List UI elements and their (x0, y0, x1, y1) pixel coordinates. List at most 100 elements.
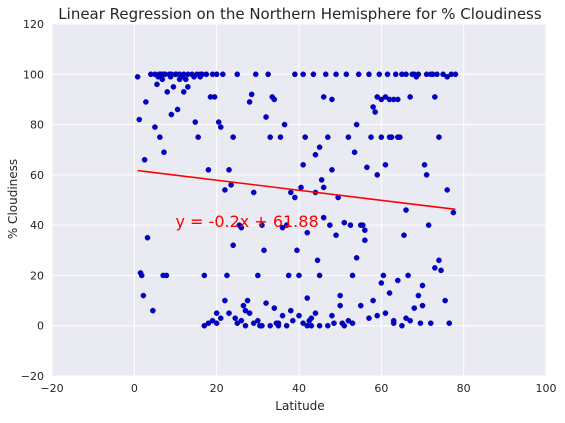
data-point (442, 297, 448, 304)
data-point (392, 71, 399, 78)
data-point (246, 99, 253, 105)
data-point (159, 76, 166, 83)
data-point (423, 172, 430, 178)
chart-title: Linear Regression on the Northern Hemisp… (58, 5, 542, 23)
data-point (222, 297, 228, 304)
data-point (378, 280, 385, 286)
data-point (267, 134, 273, 140)
data-point (351, 149, 358, 156)
data-point (438, 267, 444, 274)
data-point (168, 71, 175, 78)
data-point (355, 71, 362, 78)
data-point (444, 187, 451, 193)
data-point (417, 320, 424, 327)
data-point (318, 177, 325, 183)
data-point (343, 71, 350, 78)
data-point (232, 315, 238, 321)
data-point (230, 242, 236, 249)
data-point (325, 134, 331, 140)
data-point (283, 222, 290, 228)
data-point (161, 149, 167, 156)
data-point (407, 317, 413, 324)
data-point (394, 277, 401, 284)
data-point (415, 71, 422, 78)
data-point (150, 307, 156, 314)
data-point (185, 71, 191, 78)
data-point (163, 272, 170, 279)
data-point (275, 320, 282, 327)
data-point (157, 134, 163, 140)
data-point (320, 184, 327, 191)
data-point (296, 312, 302, 319)
data-point (436, 257, 442, 264)
data-point (366, 315, 372, 321)
x-tick-labels: −20 0 20 40 60 80 100 (40, 382, 556, 395)
data-point (333, 232, 339, 238)
data-point (205, 320, 212, 327)
data-point (403, 71, 409, 78)
data-point (250, 320, 257, 327)
data-point (432, 265, 438, 271)
data-point (261, 247, 267, 254)
data-point (201, 272, 208, 279)
data-point (300, 71, 306, 78)
data-point (360, 222, 366, 228)
data-point (143, 99, 149, 105)
y-tick-label: 100 (23, 68, 44, 81)
data-point (290, 317, 296, 324)
data-point (331, 320, 337, 327)
data-point (176, 76, 183, 83)
data-point (244, 297, 251, 304)
data-point (240, 302, 247, 309)
data-point (390, 320, 397, 327)
data-point (250, 189, 257, 196)
data-point (327, 222, 333, 228)
data-point (144, 234, 151, 241)
data-point (436, 134, 442, 140)
data-point (388, 134, 395, 140)
data-point (382, 310, 389, 316)
x-tick-label: 80 (457, 382, 471, 395)
data-point (357, 302, 364, 309)
data-point (366, 71, 372, 78)
data-point (242, 322, 249, 329)
data-point (337, 292, 343, 299)
data-point (222, 187, 228, 193)
data-point (182, 76, 189, 83)
data-point (226, 167, 232, 173)
data-point (211, 94, 218, 100)
data-point (213, 71, 220, 78)
data-point (386, 290, 393, 296)
data-point (192, 119, 199, 125)
data-point (213, 310, 220, 316)
data-point (292, 194, 298, 201)
data-point (403, 315, 409, 321)
data-point (337, 302, 343, 309)
data-point (434, 71, 440, 78)
data-point (333, 71, 339, 78)
data-point (320, 94, 327, 100)
data-point (407, 94, 413, 100)
data-point (347, 222, 354, 228)
y-axis-label: % Cloudiness (6, 159, 20, 239)
grid-lines (51, 23, 547, 377)
y-tick-label: −20 (21, 370, 44, 383)
data-point (265, 71, 271, 78)
regression-line (137, 169, 456, 211)
data-point (201, 322, 208, 329)
data-point (136, 116, 143, 123)
data-point (205, 167, 212, 173)
data-point (234, 71, 241, 78)
data-point (294, 247, 300, 254)
data-point (271, 96, 278, 103)
data-point (263, 300, 269, 306)
data-point (353, 121, 360, 128)
data-point (141, 156, 148, 163)
x-tick-label: 60 (374, 382, 388, 395)
data-point (287, 307, 294, 314)
data-point (380, 272, 387, 279)
data-point (405, 272, 411, 279)
y-tick-labels: −20 0 20 40 60 80 100 120 (21, 18, 44, 383)
data-point (316, 144, 323, 150)
